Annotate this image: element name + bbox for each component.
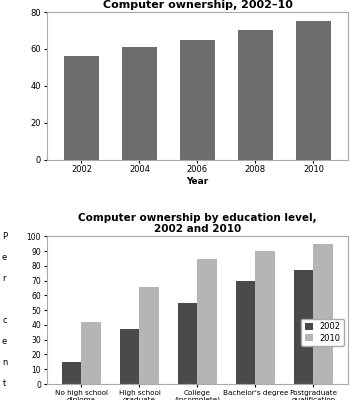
Text: e: e [2,253,7,262]
Text: e: e [2,337,7,346]
Text: r: r [3,274,6,283]
X-axis label: Year: Year [186,177,209,186]
Bar [313,244,332,384]
Bar [122,47,157,160]
Bar [294,270,313,384]
Text: t: t [3,380,6,388]
Bar [296,21,331,160]
Bar [197,258,216,384]
Bar [236,281,256,384]
Bar [238,30,273,160]
Bar [180,40,215,160]
Bar [256,251,275,384]
Bar [62,362,81,384]
Text: n: n [2,358,7,368]
Title: Computer ownership, 2002–10: Computer ownership, 2002–10 [103,0,292,10]
Bar [64,56,99,160]
Legend: 2002, 2010: 2002, 2010 [302,319,344,346]
Title: Computer ownership by education level,
2002 and 2010: Computer ownership by education level, 2… [78,213,317,234]
Bar [81,322,101,384]
Bar [120,329,139,384]
Text: c: c [2,316,7,325]
Text: P: P [2,232,7,241]
Bar [178,303,197,384]
Bar [139,286,159,384]
